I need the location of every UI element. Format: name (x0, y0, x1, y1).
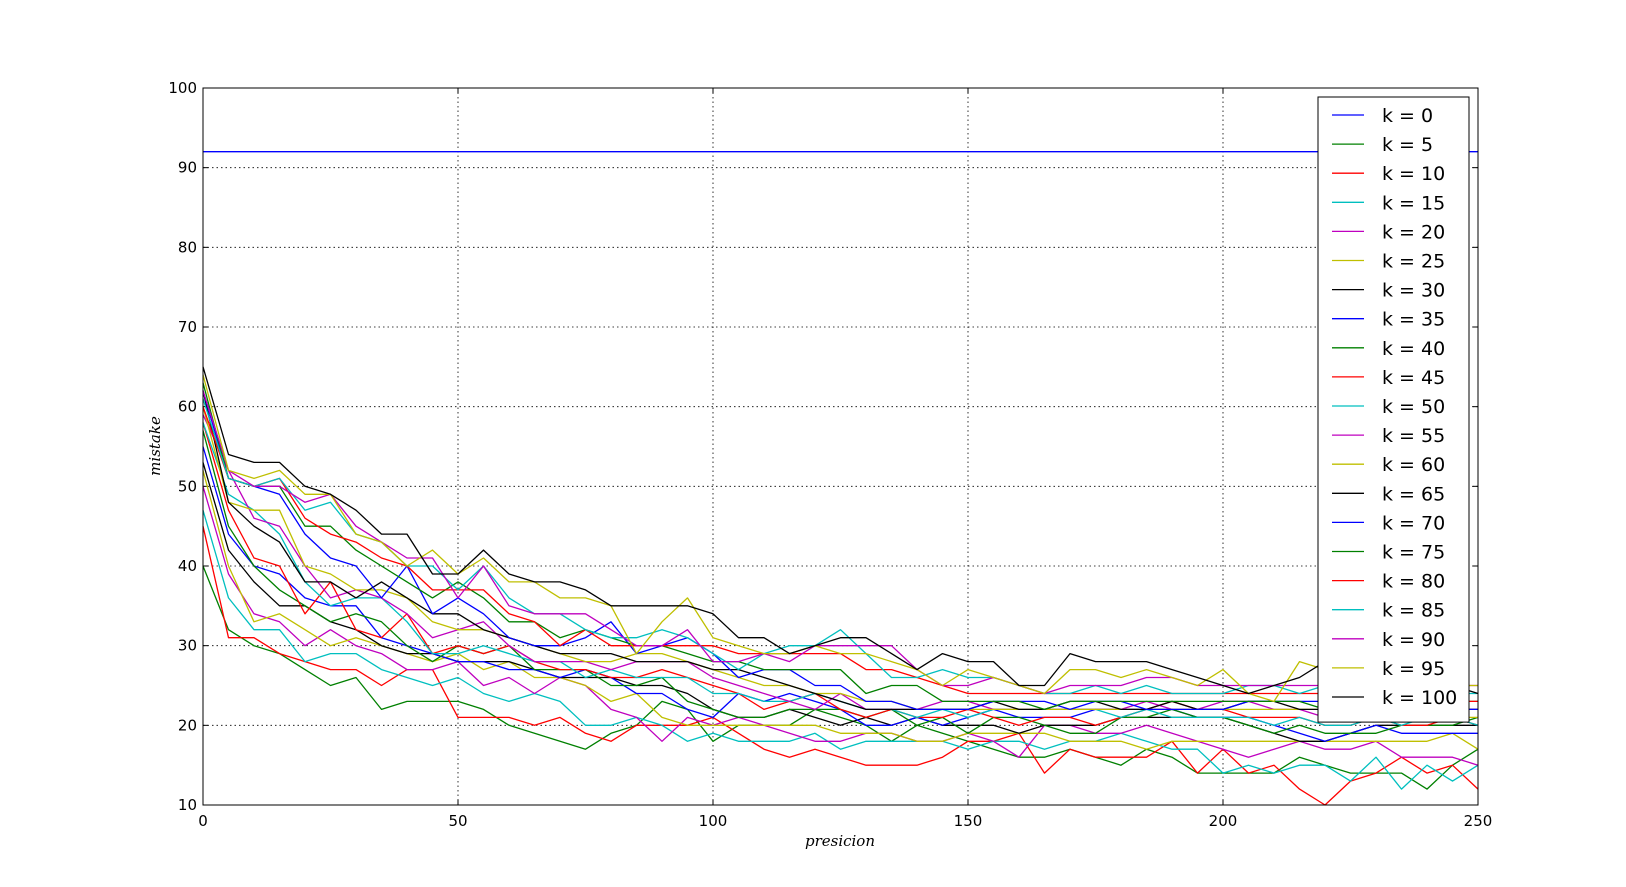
y-tick-label: 80 (178, 238, 197, 256)
legend-entry-label: k = 55 (1382, 425, 1445, 447)
series-line-9 (202, 422, 1479, 726)
series-line-18 (202, 390, 1478, 695)
plot-area (203, 88, 1478, 805)
legend-entry-label: k = 0 (1382, 105, 1433, 127)
series-line-15 (202, 382, 1478, 711)
legend-entry-label: k = 80 (1382, 571, 1445, 593)
y-tick-label: 70 (178, 318, 197, 336)
plot-frame (202, 87, 1479, 806)
x-tick-label: 100 (699, 812, 728, 830)
y-tick-label: 60 (178, 398, 197, 416)
y-tick-label: 100 (168, 79, 197, 97)
legend-entry-label: k = 90 (1382, 629, 1445, 651)
x-tick-label: 50 (448, 812, 467, 830)
legend-entry-label: k = 95 (1382, 658, 1445, 680)
legend-entry-label: k = 40 (1382, 338, 1445, 360)
legend-entry-label: k = 20 (1382, 221, 1445, 243)
y-tick-label: 10 (178, 796, 197, 814)
series-lines (202, 151, 1479, 806)
legend-entry-label: k = 50 (1382, 396, 1445, 418)
y-tick-label: 40 (178, 557, 197, 575)
legend-entry-label: k = 30 (1382, 280, 1445, 302)
legend-entry-label: k = 70 (1382, 512, 1445, 534)
legend-entry-label: k = 25 (1382, 251, 1445, 273)
legend-entry-label: k = 75 (1382, 542, 1445, 564)
legend-entry-label: k = 35 (1382, 309, 1445, 331)
y-tick-label: 50 (178, 477, 197, 495)
series-line-12 (202, 406, 1478, 719)
y-axis-label: mistake (146, 416, 164, 476)
legend-entry-label: k = 10 (1382, 163, 1445, 185)
series-line-20 (202, 366, 1479, 695)
series-line-3 (202, 510, 1479, 790)
legend-entry-label: k = 100 (1382, 687, 1457, 709)
legend: k = 0 k = 5 k = 10 k = 15 k = 20 k = 25 k = 30… (1317, 96, 1470, 723)
legend-box (1317, 96, 1470, 723)
x-tick-label: 200 (1209, 812, 1238, 830)
x-tick-label: 0 (198, 812, 208, 830)
legend-entry-label: k = 45 (1382, 367, 1445, 389)
y-tick-label: 90 (178, 159, 197, 177)
y-tick-label: 30 (178, 637, 197, 655)
legend-entry-label: k = 65 (1382, 483, 1445, 505)
series-line-1 (202, 565, 1479, 790)
legend-entry-label: k = 5 (1382, 134, 1433, 156)
x-tick-label: 250 (1464, 812, 1493, 830)
y-tick-label: 20 (178, 716, 197, 734)
x-tick-label: 150 (954, 812, 983, 830)
series-line-19 (202, 374, 1478, 703)
x-axis-label: presicion (805, 832, 875, 850)
legend-entry-label: k = 85 (1382, 600, 1445, 622)
series-line-5 (202, 470, 1479, 750)
legend-entry-label: k = 60 (1382, 454, 1445, 476)
axis-ticks: 0 50 100 150 200 250 10 20 30 40 50 60 70 80 90 100 (168, 79, 1492, 830)
series-line-4 (202, 486, 1479, 766)
legend-entry-label: k = 15 (1382, 192, 1445, 214)
grid (203, 88, 1478, 805)
